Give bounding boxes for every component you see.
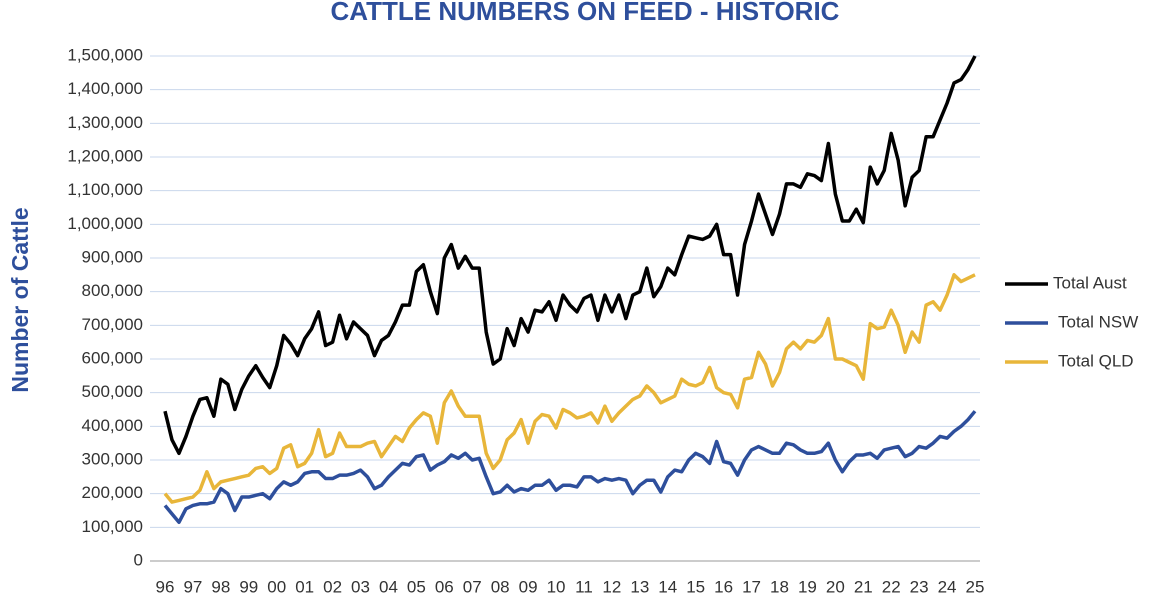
x-tick-label: 23 — [910, 577, 929, 596]
y-tick-label: 200,000 — [82, 483, 143, 502]
x-tick-label: 21 — [854, 577, 873, 596]
y-tick-label: 100,000 — [82, 517, 143, 536]
x-tick-label: 06 — [435, 577, 454, 596]
y-tick-label: 600,000 — [82, 348, 143, 367]
series-line — [163, 410, 977, 525]
x-tick-label: 17 — [742, 577, 761, 596]
x-tick-label: 04 — [379, 577, 398, 596]
x-tick-label: 24 — [938, 577, 957, 596]
x-tick-label: 97 — [183, 577, 202, 596]
y-axis-title: Number of Cattle — [7, 207, 33, 392]
chart-title: CATTLE NUMBERS ON FEED - HISTORIC — [331, 0, 840, 26]
y-tick-label: 500,000 — [82, 382, 143, 401]
x-tick-label: 96 — [156, 577, 175, 596]
x-tick-label: 22 — [882, 577, 901, 596]
y-tick-label: 1,400,000 — [67, 79, 143, 98]
legend-label: Total Aust — [1053, 273, 1127, 292]
x-tick-label: 20 — [826, 577, 845, 596]
x-tick-label: 12 — [602, 577, 621, 596]
x-tick-label: 18 — [770, 577, 789, 596]
y-tick-label: 0 — [134, 550, 143, 569]
x-tick-label: 00 — [267, 577, 286, 596]
x-tick-label: 14 — [658, 577, 677, 596]
x-tick-label: 98 — [211, 577, 230, 596]
x-tick-label: 03 — [351, 577, 370, 596]
x-tick-label: 13 — [630, 577, 649, 596]
y-tick-label: 700,000 — [82, 315, 143, 334]
series-line — [163, 273, 976, 504]
y-tick-label: 1,300,000 — [67, 113, 143, 132]
x-tick-label: 07 — [463, 577, 482, 596]
x-tick-label: 99 — [239, 577, 258, 596]
y-tick-label: 1,000,000 — [67, 214, 143, 233]
y-tick-label: 900,000 — [82, 247, 143, 266]
x-tick-label: 09 — [519, 577, 538, 596]
x-tick-label: 01 — [295, 577, 314, 596]
y-tick-label: 800,000 — [82, 281, 143, 300]
series-line — [163, 55, 977, 456]
legend-label: Total NSW — [1058, 312, 1138, 331]
legend-label: Total QLD — [1058, 351, 1134, 370]
x-tick-label: 11 — [575, 577, 593, 596]
x-tick-label: 19 — [798, 577, 817, 596]
x-tick-label: 15 — [686, 577, 705, 596]
y-tick-label: 1,500,000 — [67, 45, 143, 64]
x-tick-label: 05 — [407, 577, 426, 596]
x-tick-label: 08 — [491, 577, 510, 596]
x-tick-label: 02 — [323, 577, 342, 596]
x-tick-label: 10 — [547, 577, 566, 596]
y-tick-label: 400,000 — [82, 416, 143, 435]
y-tick-label: 1,200,000 — [67, 146, 143, 165]
x-tick-label: 25 — [966, 577, 985, 596]
y-tick-label: 300,000 — [82, 449, 143, 468]
y-tick-label: 1,100,000 — [67, 180, 143, 199]
x-tick-label: 16 — [714, 577, 733, 596]
